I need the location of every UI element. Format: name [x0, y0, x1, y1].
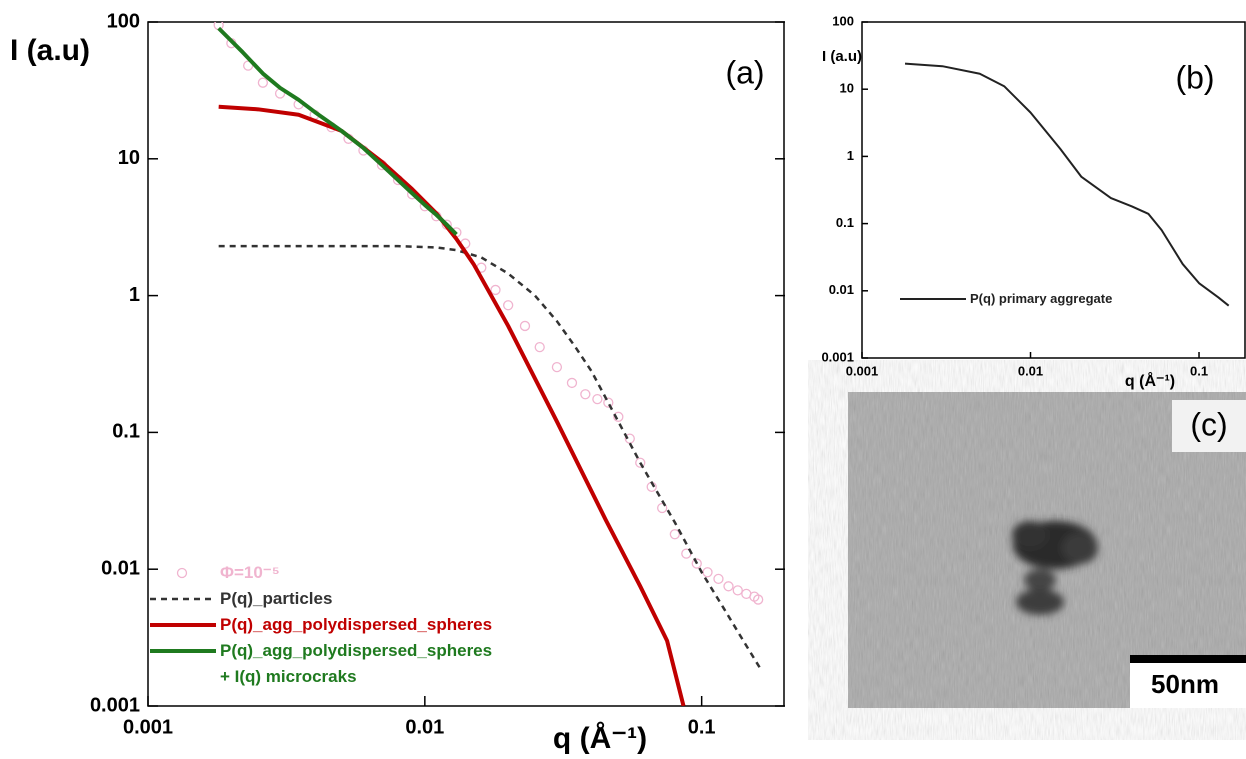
data-point	[657, 502, 668, 514]
y-tick-label: 0.1	[112, 421, 140, 443]
legend: Φ=10⁻⁵ P(q)_particles P(q)_agg_polydispers…	[150, 560, 492, 690]
legend-label: P(q)_agg_polydispersed_spheres + I(q) mi…	[220, 641, 493, 686]
plot-area	[213, 22, 764, 706]
legend-entry: P(q)_agg_polydispersed_spheres + I(q) mi…	[150, 638, 492, 690]
panel-title: (a)	[725, 54, 764, 90]
y-tick-label: 0.001	[821, 349, 854, 364]
scale-bar-box	[1130, 663, 1246, 708]
legend-swatch	[150, 623, 216, 627]
y-tick-label: 100	[107, 10, 140, 32]
data-point	[534, 341, 545, 353]
x-axis-label: q (Å⁻¹)	[553, 722, 647, 755]
data-point	[257, 77, 269, 88]
legend: P(q) primary aggregate	[900, 290, 1112, 308]
data-point	[603, 397, 614, 408]
panel-label-box	[1172, 400, 1246, 452]
series-line	[217, 26, 458, 236]
data-point	[635, 457, 646, 468]
x-axis-label: q (Å⁻¹)	[1125, 371, 1175, 390]
legend-entry: Φ=10⁻⁵	[150, 560, 492, 586]
y-tick-label: 0.01	[101, 557, 140, 579]
data-point	[624, 433, 635, 444]
data-point	[613, 411, 624, 422]
x-tick-label: 0.01	[1018, 364, 1043, 379]
legend-swatch	[150, 649, 216, 653]
y-tick-label: 0.01	[829, 282, 854, 297]
scale-bar-label: 50nm	[1151, 669, 1219, 699]
data-point	[732, 585, 743, 596]
data-point	[580, 389, 591, 400]
legend-entry: P(q)_particles	[150, 586, 492, 612]
scale-bar	[1130, 655, 1246, 663]
data-point	[691, 558, 702, 569]
legend-entry: P(q) primary aggregate	[900, 290, 1112, 308]
panel-label: (c)	[1190, 406, 1227, 442]
tem-image: (c) 50nm	[848, 392, 1246, 708]
panel-title: (b)	[1175, 59, 1214, 95]
y-tick-label: 1	[847, 148, 854, 163]
x-tick-label: 0.1	[688, 716, 716, 738]
x-tick-label: 0.1	[1190, 364, 1208, 379]
series-line	[218, 104, 686, 706]
series-line	[218, 244, 763, 672]
y-tick-label: 0.1	[836, 215, 854, 230]
y-axis-label: I (a.u)	[822, 48, 862, 65]
data-point	[592, 394, 603, 405]
y-tick-label: 10	[118, 147, 140, 169]
series-line	[904, 62, 1230, 307]
data-point	[713, 573, 724, 585]
x-tick-label: 0.001	[846, 364, 879, 379]
plot-area	[904, 62, 1230, 307]
y-tick-label: 10	[840, 81, 854, 96]
legend-label: Φ=10⁻⁵	[220, 563, 280, 582]
legend-label: P(q)_agg_polydispersed_spheres	[220, 615, 493, 634]
data-point	[669, 529, 680, 540]
data-point	[566, 377, 578, 389]
legend-swatch	[150, 597, 216, 601]
data-point	[519, 320, 531, 332]
data-point	[551, 361, 563, 373]
data-point	[723, 581, 734, 592]
data-point	[753, 594, 764, 605]
legend-marker	[176, 567, 188, 579]
legend-entry: P(q)_agg_polydispersed_spheres	[150, 612, 492, 638]
y-tick-label: 100	[832, 13, 854, 28]
data-point	[490, 284, 501, 296]
data-point	[503, 300, 514, 311]
plot-frame	[147, 21, 785, 707]
legend-swatch	[176, 567, 188, 579]
particle-cluster	[1012, 521, 1098, 615]
legend-label: P(q) primary aggregate	[970, 291, 1113, 306]
y-axis-label: I (a.u)	[10, 34, 90, 67]
legend-swatch	[900, 298, 966, 300]
plot-frame	[861, 21, 1246, 359]
y-tick-label: 1	[129, 284, 140, 306]
y-tick-label: 0.001	[90, 694, 140, 716]
legend-label: P(q)_particles	[220, 589, 333, 608]
x-tick-label: 0.001	[123, 716, 173, 738]
data-point	[702, 567, 713, 578]
x-tick-label: 0.01	[405, 716, 444, 738]
